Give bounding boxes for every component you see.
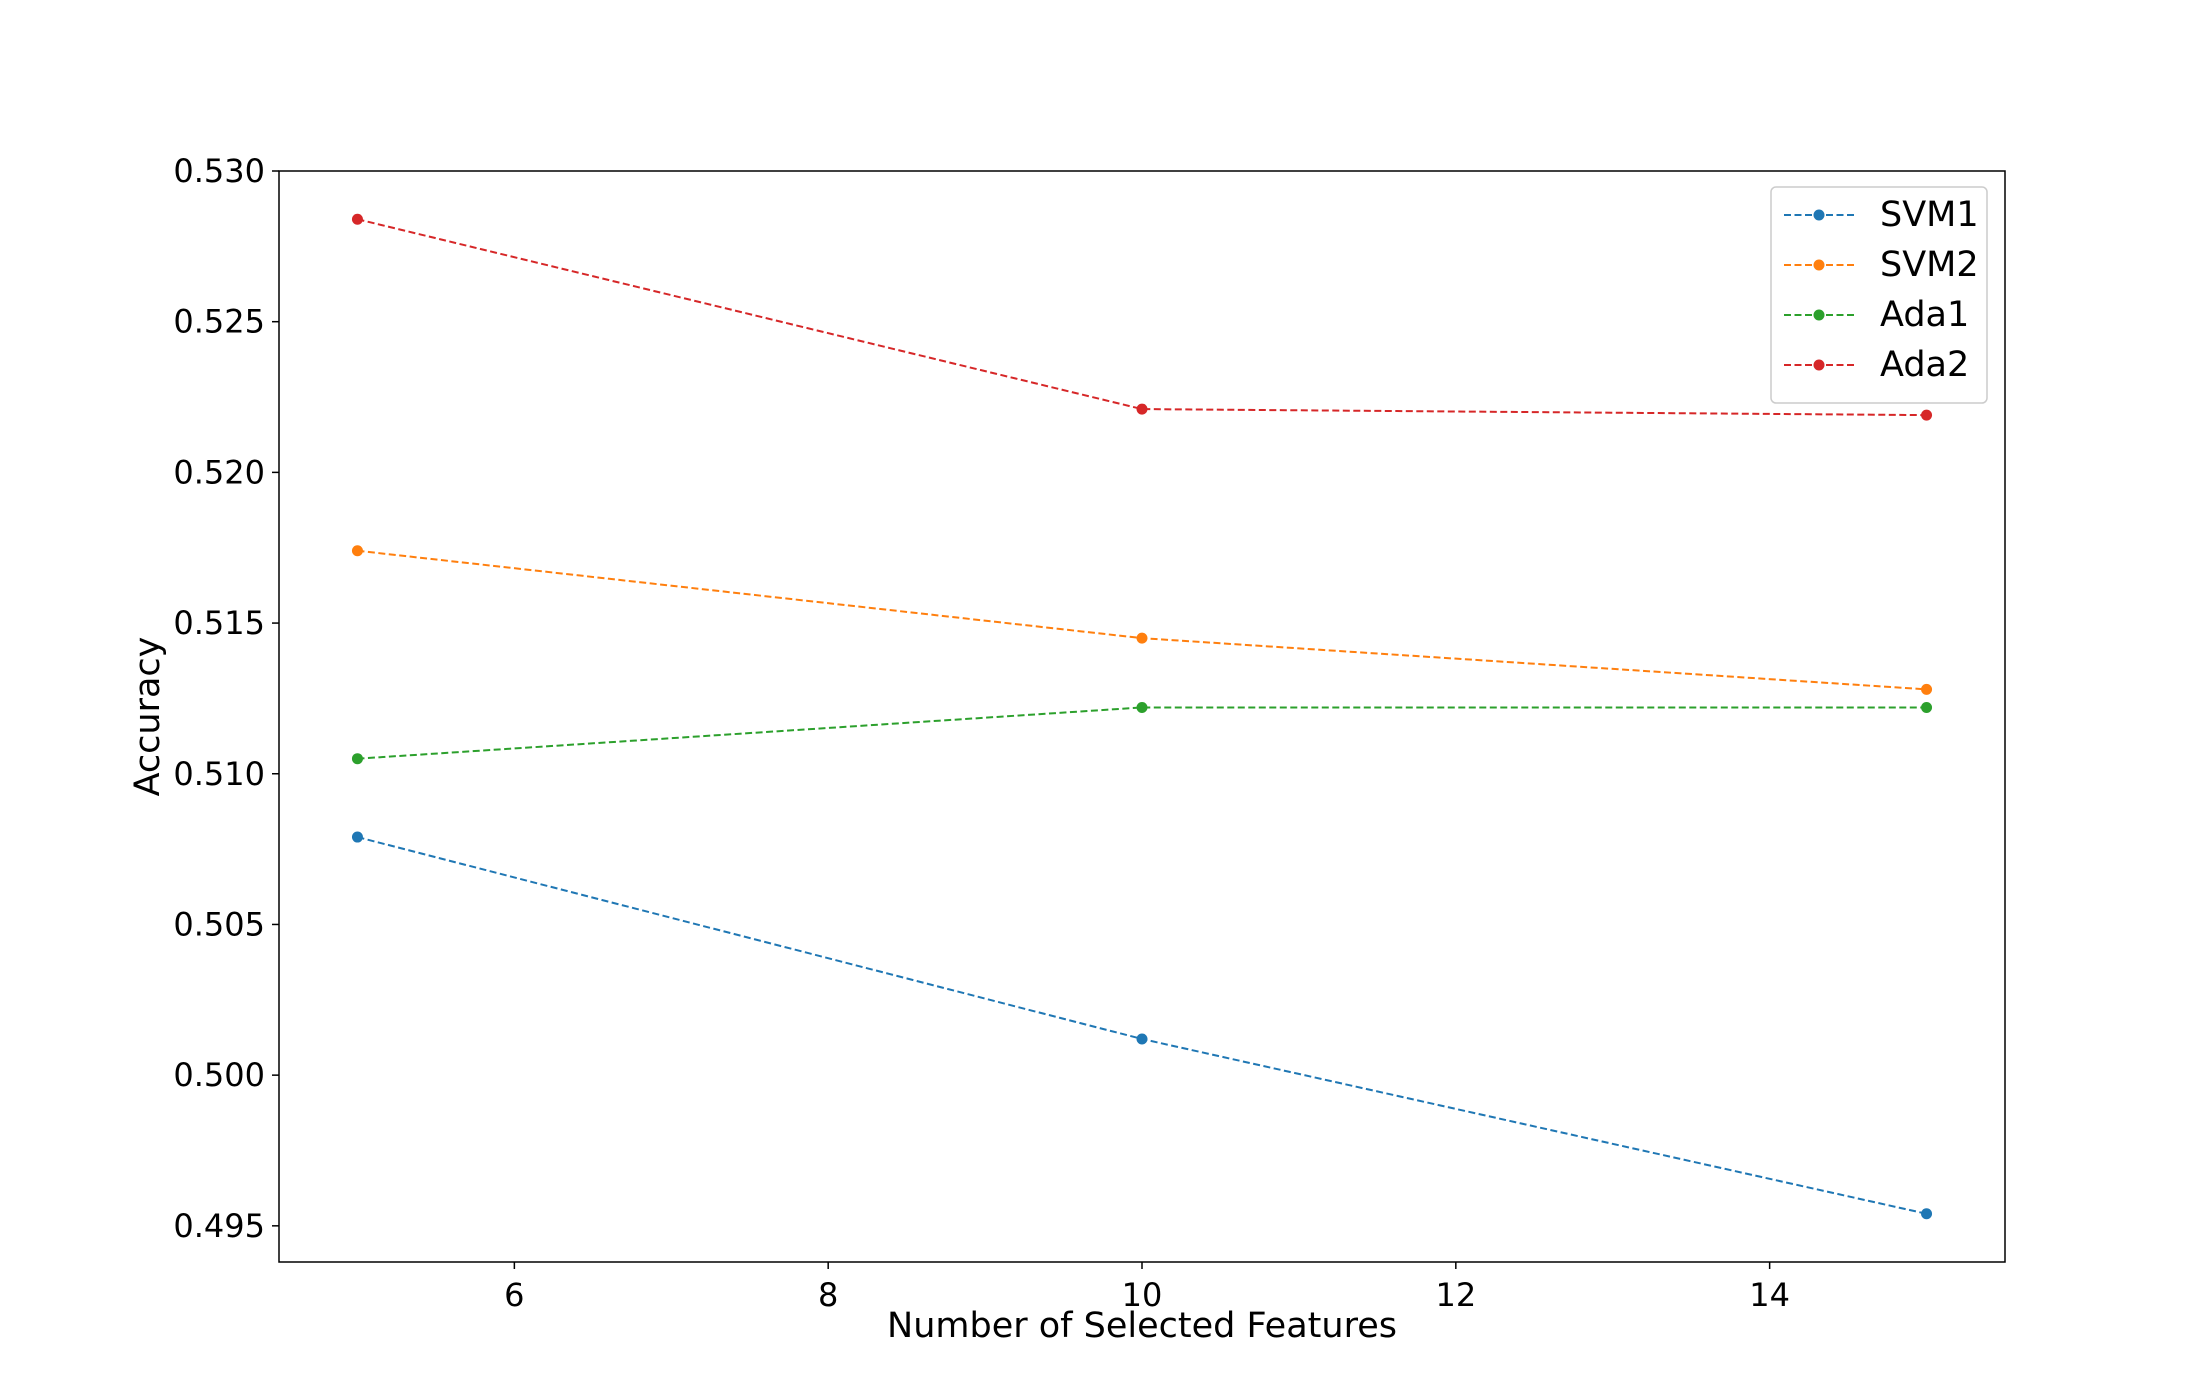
data-point-ada1: [351, 753, 363, 765]
x-tick-label: 12: [1435, 1276, 1476, 1314]
data-point-svm2: [1921, 683, 1933, 695]
series-svm2: [351, 545, 1933, 695]
x-tick-label: 14: [1749, 1276, 1790, 1314]
data-point-svm1: [1136, 1033, 1148, 1045]
x-axis-label: Number of Selected Features: [887, 1306, 1397, 1346]
data-point-ada2: [1921, 409, 1933, 421]
y-axis-label: Accuracy: [128, 637, 168, 797]
y-axis-ticks: 0.495 0.500 0.505 0.510 0.515 0.520 0.525 0.530: [173, 152, 279, 1245]
data-point-ada1: [1921, 701, 1933, 713]
y-tick-label: 0.530: [173, 152, 265, 190]
data-point-svm1: [1921, 1208, 1933, 1220]
y-tick-label: 0.495: [173, 1207, 265, 1245]
series-layer: [351, 213, 1933, 1220]
plot-area-frame: [278, 170, 2006, 1263]
data-point-ada2: [351, 213, 363, 225]
data-point-svm1: [351, 831, 363, 843]
x-tick-label: 8: [818, 1276, 838, 1314]
y-tick-label: 0.510: [173, 755, 265, 793]
x-tick-label: 10: [1122, 1276, 1163, 1314]
legend-item-ada2: Ada2: [1784, 345, 1969, 385]
series-ada2: [351, 213, 1933, 421]
legend-item-svm1: SVM1: [1784, 195, 1979, 235]
x-axis-ticks: 6 8 10 12 14: [504, 1262, 1790, 1314]
y-tick-label: 0.500: [173, 1056, 265, 1094]
series-ada1: [351, 701, 1933, 765]
data-point-svm2: [351, 545, 363, 557]
legend-label: Ada2: [1880, 345, 1969, 385]
series-line-ada2: [357, 218, 1927, 417]
legend-item-ada1: Ada1: [1784, 295, 1969, 335]
y-tick-label: 0.515: [173, 604, 265, 642]
legend-label: Ada1: [1880, 295, 1969, 335]
legend-marker: [1813, 359, 1825, 371]
y-tick-label: 0.525: [173, 303, 265, 341]
legend-item-svm2: SVM2: [1784, 245, 1979, 285]
legend: SVM1 SVM2 Ada1 Ada2: [1770, 186, 1988, 404]
data-point-ada2: [1136, 403, 1148, 415]
legend-marker: [1813, 259, 1825, 271]
legend-label: SVM1: [1880, 195, 1979, 235]
y-tick-label: 0.520: [173, 453, 265, 491]
x-tick-label: 6: [504, 1276, 524, 1314]
legend-label: SVM2: [1880, 245, 1979, 285]
series-svm1: [351, 831, 1933, 1220]
legend-box: [1770, 186, 1988, 404]
data-point-svm2: [1136, 632, 1148, 644]
legend-marker: [1813, 309, 1825, 321]
legend-marker: [1813, 209, 1825, 221]
data-point-ada1: [1136, 701, 1148, 713]
y-tick-label: 0.505: [173, 905, 265, 943]
